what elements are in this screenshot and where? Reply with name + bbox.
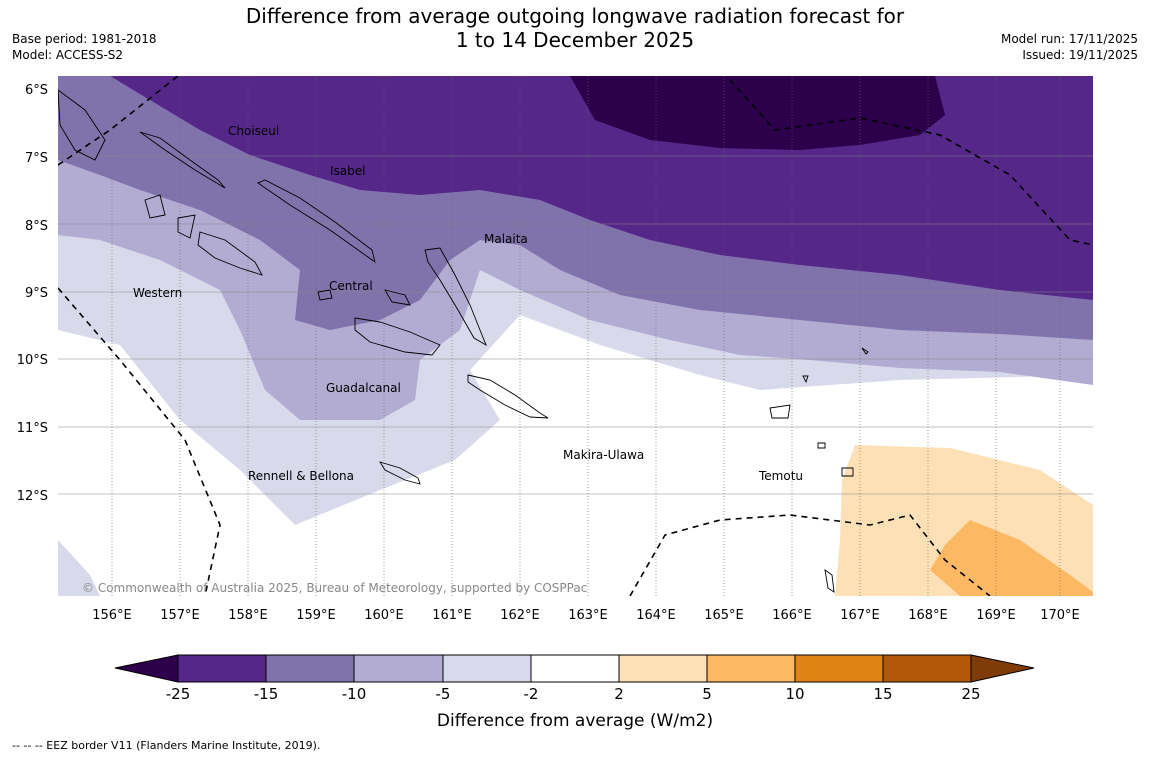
band-lavender-lower-left [58, 540, 100, 596]
region-labels: Choiseul Isabel Malaita Central Western … [133, 124, 803, 483]
island-central-group [317, 289, 411, 306]
lon-label: 156°E [92, 608, 132, 623]
region-label-rennell-bellona: Rennell & Bellona [248, 469, 354, 483]
colorbar-extend-low [114, 654, 179, 683]
lat-label: 12°S [17, 489, 48, 504]
colorbar-tick: -25 [166, 685, 191, 703]
model-run: Model run: 17/11/2025 [1000, 32, 1138, 46]
colorbar-segment [619, 655, 707, 682]
lat-label: 11°S [17, 421, 48, 436]
lat-label: 9°S [25, 286, 48, 301]
colorbar-segment [531, 655, 619, 682]
island-bougainville-edge [58, 89, 106, 161]
island-malaita [424, 247, 487, 347]
region-label-makira-ulawa: Makira-Ulawa [563, 448, 644, 462]
band-orange [930, 520, 1093, 596]
colorbar-segment [178, 655, 266, 682]
lon-label: 162°E [500, 608, 540, 623]
island-santa-isabel [257, 179, 376, 264]
island-outlines [58, 89, 869, 593]
colorbar-segment [443, 655, 531, 682]
lon-label: 168°E [908, 608, 948, 623]
region-label-central: Central [329, 279, 373, 293]
title-line-2: 1 to 14 December 2025 [455, 28, 695, 52]
lon-label: 163°E [568, 608, 608, 623]
lon-label: 164°E [636, 608, 676, 623]
lon-label: 169°E [976, 608, 1016, 623]
colorbar-tick: 15 [873, 685, 892, 703]
copyright-text: © Commonwealth of Australia 2025, Bureau… [82, 581, 587, 595]
lon-label: 158°E [228, 608, 268, 623]
meta-left: Base period: 1981-2018 Model: ACCESS-S2 [12, 31, 157, 63]
lon-label: 161°E [432, 608, 472, 623]
latitude-labels: 6°S 7°S 8°S 9°S 10°S 11°S 12°S [17, 83, 48, 504]
lon-label: 167°E [840, 608, 880, 623]
lon-label: 170°E [1040, 608, 1080, 623]
lon-label: 160°E [364, 608, 404, 623]
eez-footnote: -- -- -- EEZ border V11 (Flanders Marine… [12, 739, 321, 752]
colorbar-tick: -5 [436, 685, 451, 703]
colorbar-segment [883, 655, 971, 682]
colorbar-tick: -2 [524, 685, 539, 703]
band-darkest-purple [570, 76, 945, 150]
title-line-1: Difference from average outgoing longwav… [245, 4, 905, 28]
base-period: Base period: 1981-2018 [12, 32, 157, 46]
colorbar-ticks: -25 -15 -10 -5 -2 2 5 10 15 25 [166, 685, 981, 703]
island-makira [467, 374, 549, 419]
island-temotu-santa-cruz [769, 404, 854, 477]
model-name: Model: ACCESS-S2 [12, 48, 124, 62]
colorbar-label: Difference from average (W/m2) [437, 711, 713, 731]
colorbar: -25 -15 -10 -5 -2 2 5 10 15 25 Differenc… [114, 654, 1035, 731]
colorbar-segment [266, 655, 354, 682]
eez-border [58, 76, 1093, 596]
lon-label: 166°E [772, 608, 812, 623]
lon-label: 159°E [296, 608, 336, 623]
band-neutral-white [58, 315, 1093, 596]
island-small-east [802, 347, 869, 593]
gridlines [58, 155, 1093, 495]
region-label-guadalcanal: Guadalcanal [326, 381, 401, 395]
lat-label: 10°S [17, 353, 48, 368]
lon-label: 157°E [160, 608, 200, 623]
map-panel: © Commonwealth of Australia 2025, Bureau… [58, 76, 1093, 596]
lat-label: 6°S [25, 83, 48, 98]
region-label-isabel: Isabel [330, 164, 365, 178]
island-guadalcanal [354, 317, 441, 356]
colorbar-segment [354, 655, 443, 682]
island-choiseul [139, 131, 226, 189]
colorbar-extend-high [970, 654, 1035, 683]
colorbar-segment [795, 655, 883, 682]
region-label-temotu: Temotu [758, 469, 803, 483]
lon-label: 165°E [704, 608, 744, 623]
colorbar-tick: 10 [785, 685, 804, 703]
region-label-malaita: Malaita [484, 232, 528, 246]
colorbar-tick: 5 [702, 685, 712, 703]
lat-label: 7°S [25, 151, 48, 166]
region-label-western: Western [133, 286, 182, 300]
colorbar-tick: 2 [614, 685, 624, 703]
lat-label: 8°S [25, 219, 48, 234]
colorbar-segment [707, 655, 795, 682]
meta-right: Model run: 17/11/2025 Issued: 19/11/2025 [1001, 31, 1138, 63]
chart-title: Difference from average outgoing longwav… [0, 4, 1150, 52]
island-western-group [144, 194, 263, 276]
colorbar-tick: -10 [342, 685, 367, 703]
colorbar-tick: -15 [254, 685, 279, 703]
region-label-choiseul: Choiseul [228, 124, 279, 138]
issued-date: Issued: 19/11/2025 [1022, 48, 1138, 62]
island-rennell [378, 461, 421, 485]
colorbar-tick: 25 [961, 685, 980, 703]
longitude-labels: 156°E 157°E 158°E 159°E 160°E 161°E 162°… [92, 608, 1080, 623]
